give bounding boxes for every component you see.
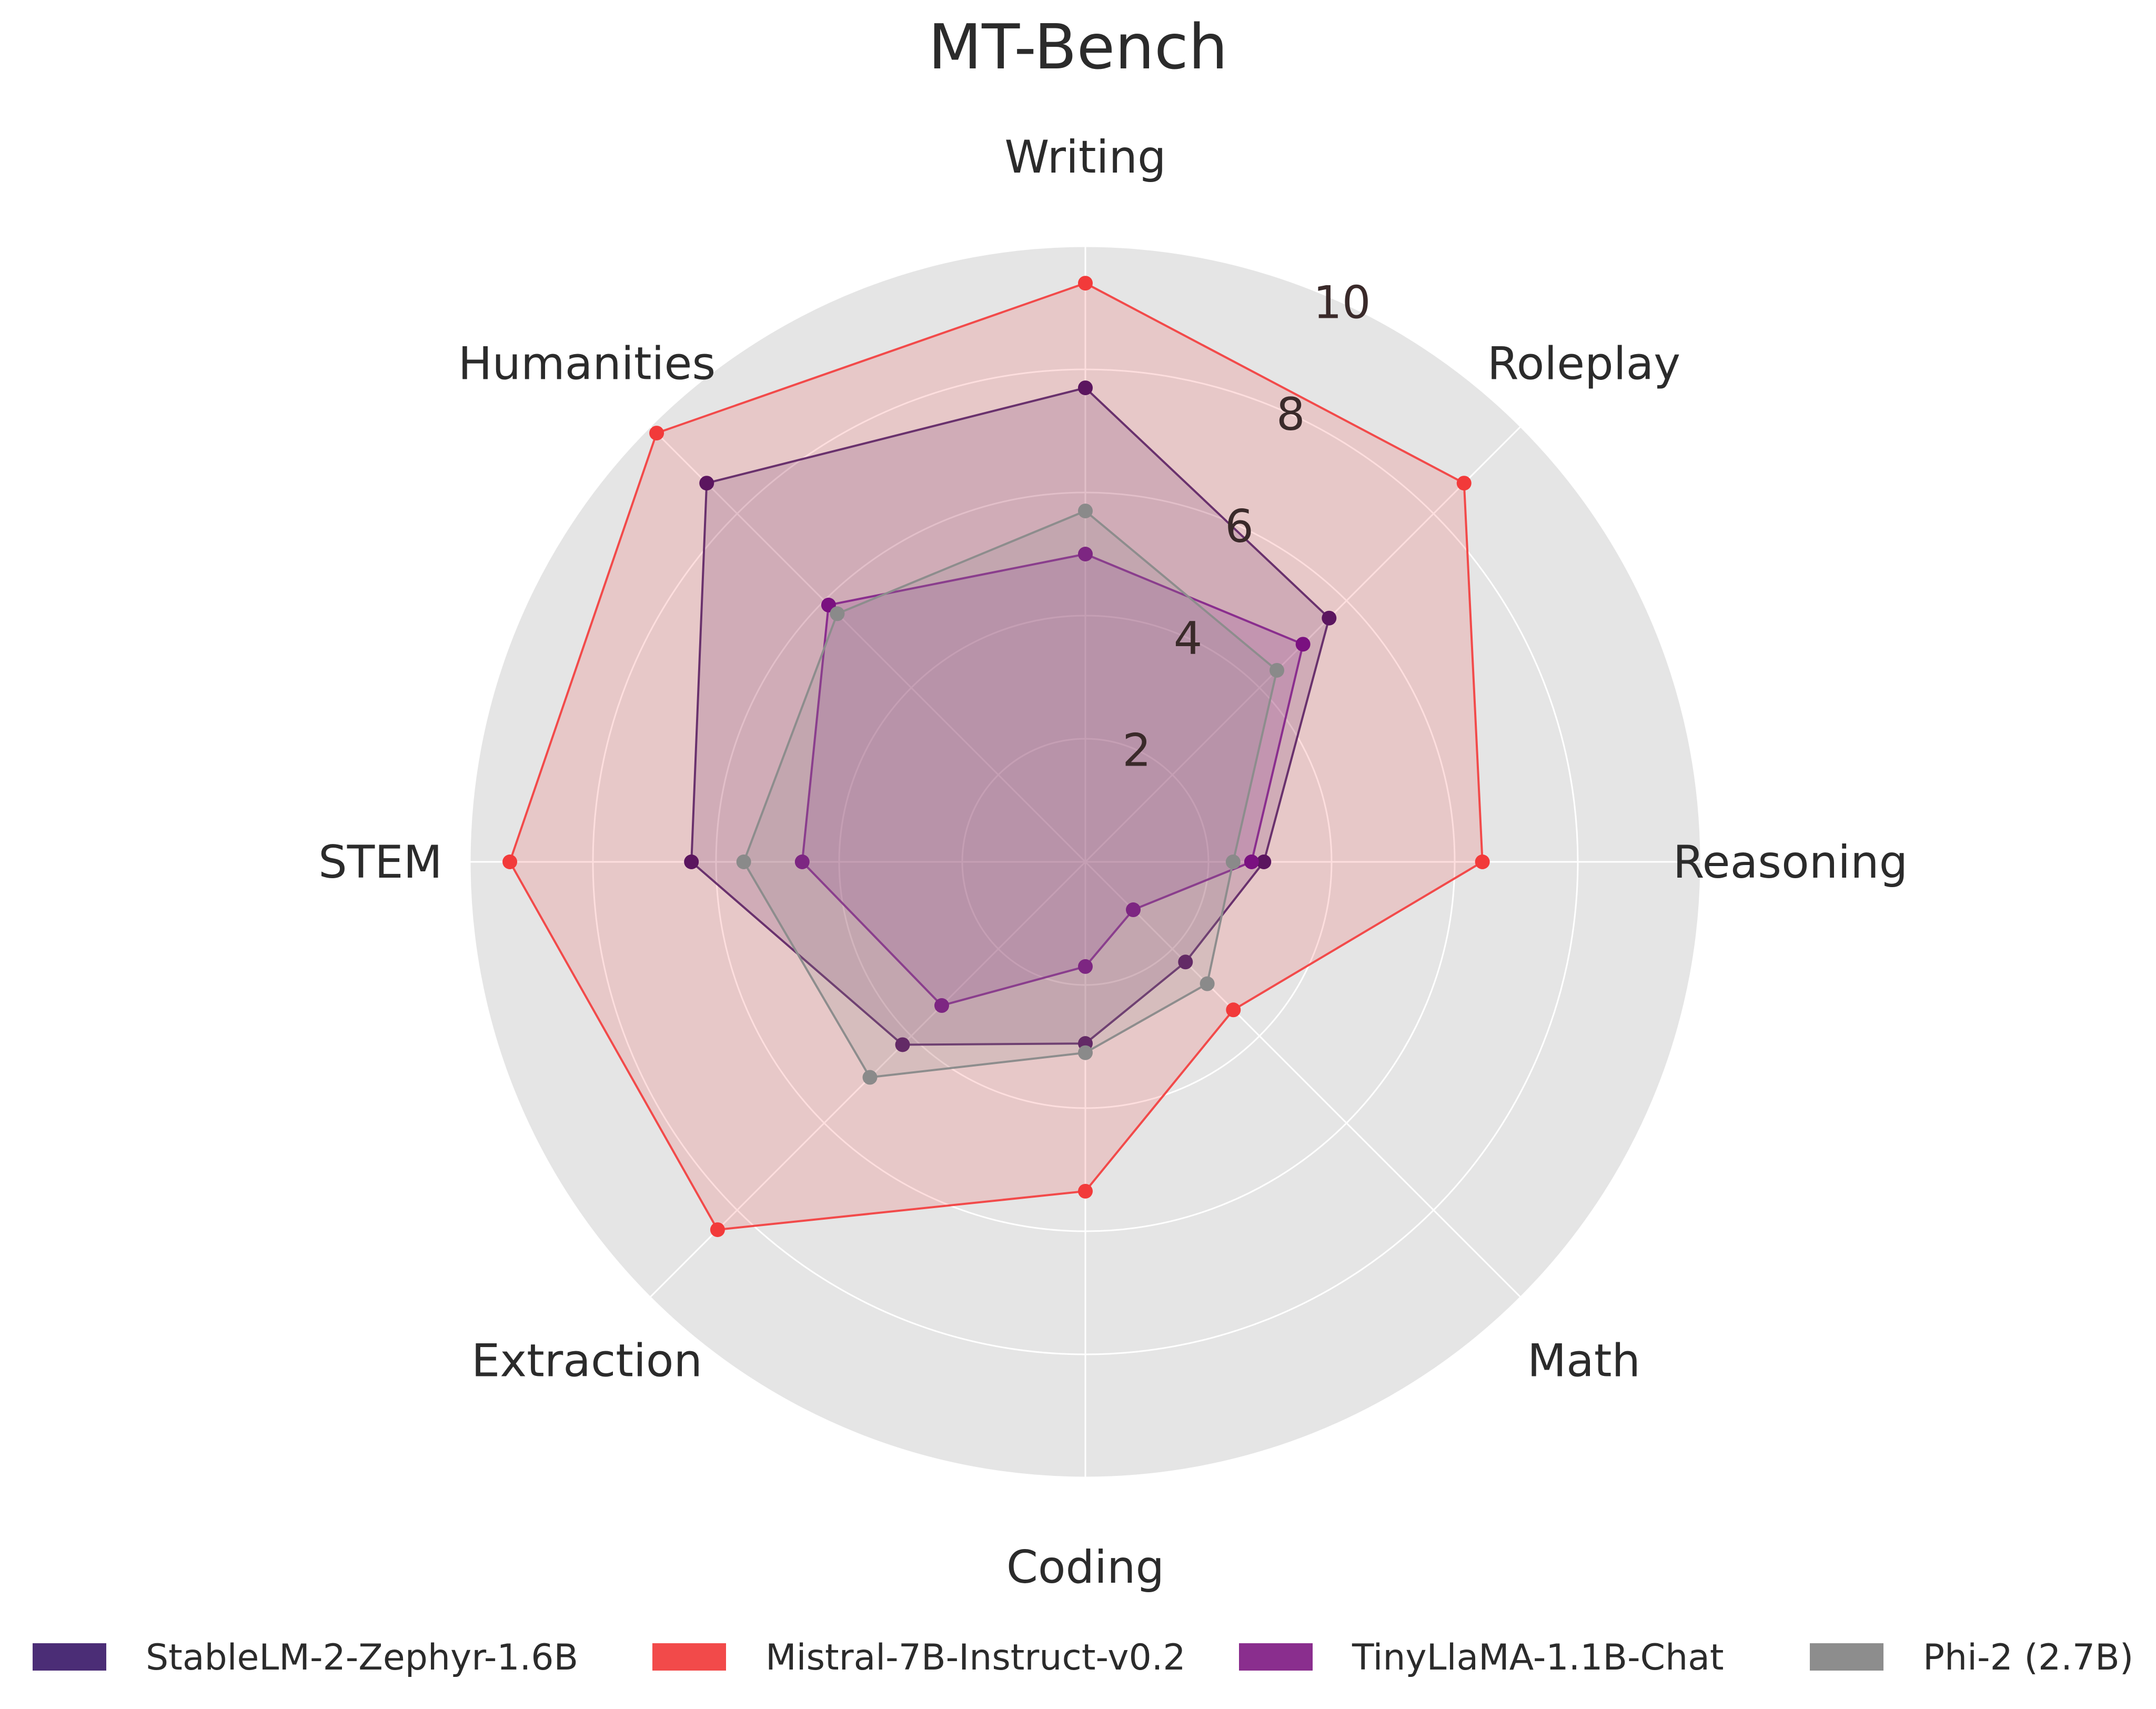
series-0-point-reasoning — [1256, 854, 1272, 869]
series-0-point-writing — [1078, 380, 1093, 396]
series-0-point-math — [1178, 954, 1193, 970]
series-1-point-extraction — [710, 1222, 725, 1238]
series-1-point-stem — [502, 854, 518, 869]
tick-label-8: 8 — [1276, 388, 1305, 441]
axis-label-math: Math — [1527, 1335, 1640, 1388]
series-1 — [502, 276, 1490, 1238]
series-2-point-reasoning — [1244, 854, 1259, 869]
series-1-point-roleplay — [1456, 476, 1472, 491]
series-1-point-writing — [1078, 276, 1093, 291]
series-3-point-roleplay — [1270, 662, 1285, 678]
legend: StableLM-2-Zephyr-1.6B Mistral-7B-Instruc… — [33, 1637, 2133, 1678]
legend-item-2: TinyLlaMA-1.1B-Chat — [1239, 1637, 1724, 1678]
legend-label-1: Mistral-7B-Instruct-v0.2 — [765, 1637, 1186, 1678]
series-area-0 — [691, 388, 1329, 1045]
series-0-point-stem — [684, 854, 699, 869]
axis-label-roleplay: Roleplay — [1487, 337, 1680, 390]
series-2-point-extraction — [934, 998, 949, 1013]
legend-swatch-0 — [33, 1643, 106, 1671]
series-1-point-reasoning — [1475, 854, 1490, 869]
series-3-point-humanities — [830, 606, 845, 621]
series-3-point-math — [1200, 976, 1215, 991]
series-3-point-coding — [1078, 1045, 1093, 1060]
series-1-point-math — [1226, 1002, 1241, 1018]
tick-label-6: 6 — [1225, 500, 1254, 553]
series-area-1 — [510, 283, 1483, 1230]
series-0-point-roleplay — [1322, 610, 1337, 626]
legend-label-2: TinyLlaMA-1.1B-Chat — [1352, 1637, 1724, 1678]
series-area-2 — [802, 554, 1303, 1006]
grid-spoke-humanities — [649, 426, 1086, 863]
series-1-point-humanities — [649, 426, 664, 441]
series-0-point-humanities — [699, 476, 714, 491]
legend-label-3: Phi-2 (2.7B) — [1923, 1637, 2133, 1678]
tick-label-4: 4 — [1174, 612, 1203, 665]
axis-label-coding: Coding — [1006, 1541, 1164, 1594]
radial-ticks: 2 4 6 8 10 — [1122, 277, 1371, 777]
legend-swatch-3 — [1810, 1643, 1883, 1671]
axis-label-writing: Writing — [1004, 131, 1166, 184]
series-3-point-reasoning — [1225, 854, 1241, 869]
axis-label-stem: STEM — [318, 836, 442, 889]
series-area-3 — [743, 511, 1277, 1078]
series-3-point-stem — [736, 854, 751, 869]
series-layer — [502, 276, 1490, 1238]
legend-item-1: Mistral-7B-Instruct-v0.2 — [652, 1637, 1186, 1678]
series-3-point-extraction — [862, 1070, 878, 1085]
chart-title: MT-Bench — [928, 11, 1227, 83]
axis-label-humanities: Humanities — [458, 337, 716, 390]
legend-label-0: StableLM-2-Zephyr-1.6B — [146, 1637, 578, 1678]
grid-spoke-math — [1084, 861, 1522, 1298]
legend-item-0: StableLM-2-Zephyr-1.6B — [33, 1637, 578, 1678]
series-1-point-coding — [1078, 1183, 1093, 1199]
legend-swatch-1 — [652, 1643, 726, 1671]
series-2-point-roleplay — [1295, 637, 1311, 652]
tick-label-10: 10 — [1313, 277, 1371, 329]
legend-item-3: Phi-2 (2.7B) — [1810, 1637, 2133, 1678]
series-3 — [736, 504, 1285, 1085]
series-3-point-writing — [1078, 504, 1093, 519]
series-0 — [684, 380, 1337, 1052]
series-0-point-extraction — [895, 1037, 910, 1052]
series-2-point-stem — [794, 854, 810, 869]
series-2-point-coding — [1078, 959, 1093, 974]
series-2-point-writing — [1078, 547, 1093, 561]
legend-swatch-2 — [1239, 1643, 1313, 1671]
series-2 — [794, 547, 1311, 1013]
tick-label-2: 2 — [1122, 724, 1151, 777]
axis-labels: Writing Roleplay Reasoning Math Coding Extrac… — [318, 131, 1908, 1594]
axis-label-extraction: Extraction — [471, 1335, 702, 1388]
series-2-point-math — [1126, 902, 1141, 918]
axis-label-reasoning: Reasoning — [1673, 836, 1908, 889]
